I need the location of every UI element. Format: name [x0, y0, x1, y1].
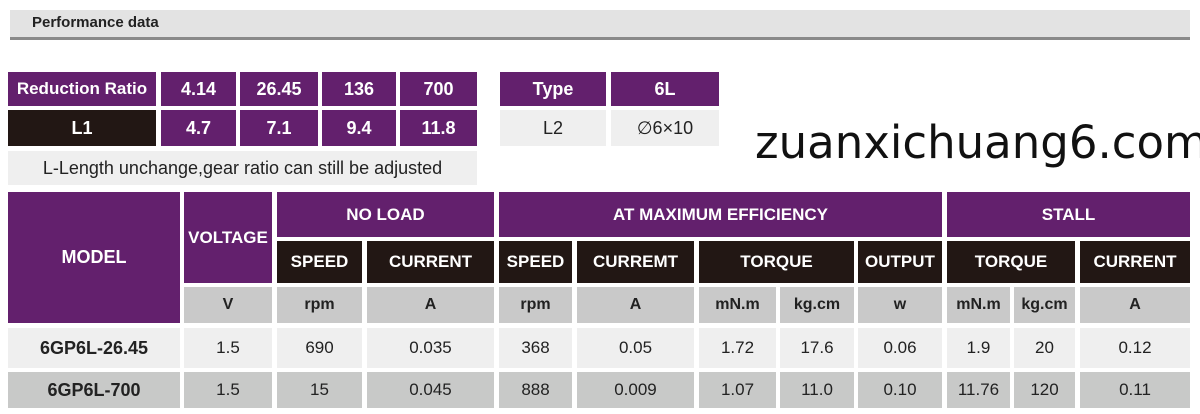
subheader-st-torque: TORQUE — [947, 241, 1075, 283]
model-cell: 6GP6L-700 — [8, 372, 180, 408]
data-cell: 1.07 — [699, 372, 776, 408]
unit-cell: A — [577, 287, 694, 323]
unit-cell: kg.cm — [780, 287, 854, 323]
type-value: 6L — [611, 72, 719, 106]
unit-cell: rpm — [499, 287, 572, 323]
subheader-me-torque: TORQUE — [699, 241, 854, 283]
unit-cell: kg.cm — [1014, 287, 1075, 323]
unit-cell: A — [367, 287, 494, 323]
data-cell: 11.0 — [780, 372, 854, 408]
data-cell: 11.76 — [947, 372, 1010, 408]
section-header: Performance data — [10, 10, 1190, 40]
ratio-value: 26.45 — [240, 72, 318, 106]
subheader-nl-current: CURRENT — [367, 241, 494, 283]
data-cell: 0.035 — [367, 328, 494, 368]
no-load-header: NO LOAD — [277, 192, 494, 237]
data-cell: 1.9 — [947, 328, 1010, 368]
data-cell: 17.6 — [780, 328, 854, 368]
unit-cell: A — [1080, 287, 1190, 323]
l1-label: L1 — [8, 110, 156, 146]
data-cell: 690 — [277, 328, 362, 368]
data-cell: 15 — [277, 372, 362, 408]
l2-value: ∅6×10 — [611, 110, 719, 146]
unit-cell: rpm — [277, 287, 362, 323]
l1-value: 9.4 — [322, 110, 396, 146]
subheader-nl-speed: SPEED — [277, 241, 362, 283]
max-efficiency-header: AT MAXIMUM EFFICIENCY — [499, 192, 942, 237]
data-cell: 0.045 — [367, 372, 494, 408]
data-cell: 0.10 — [858, 372, 942, 408]
l2-label: L2 — [500, 110, 606, 146]
subheader-st-current: CURRENT — [1080, 241, 1190, 283]
data-cell: 120 — [1014, 372, 1075, 408]
unit-cell: w — [858, 287, 942, 323]
data-cell: 1.72 — [699, 328, 776, 368]
l1-value: 11.8 — [400, 110, 477, 146]
data-cell: 1.5 — [184, 372, 272, 408]
data-cell: 20 — [1014, 328, 1075, 368]
data-cell: 0.12 — [1080, 328, 1190, 368]
subheader-me-speed: SPEED — [499, 241, 572, 283]
unit-cell: V — [184, 287, 272, 323]
data-cell: 0.009 — [577, 372, 694, 408]
l1-value: 4.7 — [161, 110, 236, 146]
ratio-value: 700 — [400, 72, 477, 106]
unit-cell: mN.m — [699, 287, 776, 323]
subheader-me-current: CURREMT — [577, 241, 694, 283]
data-cell: 0.06 — [858, 328, 942, 368]
model-header: MODEL — [8, 192, 180, 323]
type-label: Type — [500, 72, 606, 106]
reduction-ratio-label: Reduction Ratio — [8, 72, 156, 106]
voltage-header: VOLTAGE — [184, 192, 272, 283]
data-cell: 368 — [499, 328, 572, 368]
ratio-value: 136 — [322, 72, 396, 106]
data-cell: 0.11 — [1080, 372, 1190, 408]
watermark: zuanxichuang6.com — [755, 116, 1200, 169]
model-cell: 6GP6L-26.45 — [8, 328, 180, 368]
stall-header: STALL — [947, 192, 1190, 237]
ratio-value: 4.14 — [161, 72, 236, 106]
data-cell: 888 — [499, 372, 572, 408]
unit-cell: mN.m — [947, 287, 1010, 323]
l1-value: 7.1 — [240, 110, 318, 146]
subheader-me-output: OUTPUT — [858, 241, 942, 283]
data-cell: 1.5 — [184, 328, 272, 368]
ratio-note: L-Length unchange,gear ratio can still b… — [8, 151, 477, 185]
data-cell: 0.05 — [577, 328, 694, 368]
section-title: Performance data — [32, 14, 159, 31]
